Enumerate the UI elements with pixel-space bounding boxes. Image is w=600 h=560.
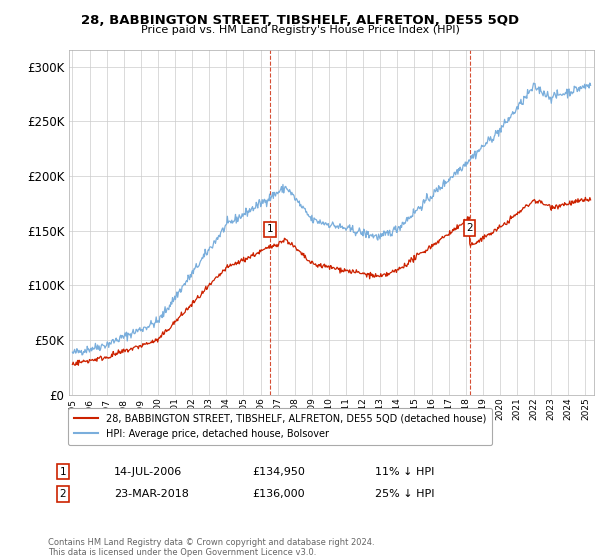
Text: 1: 1: [59, 466, 67, 477]
Text: 28, BABBINGTON STREET, TIBSHELF, ALFRETON, DE55 5QD: 28, BABBINGTON STREET, TIBSHELF, ALFRETO…: [81, 14, 519, 27]
Text: 23-MAR-2018: 23-MAR-2018: [114, 489, 189, 499]
Text: 14-JUL-2006: 14-JUL-2006: [114, 466, 182, 477]
Text: £134,950: £134,950: [252, 466, 305, 477]
Text: 1: 1: [266, 224, 273, 234]
Text: Price paid vs. HM Land Registry's House Price Index (HPI): Price paid vs. HM Land Registry's House …: [140, 25, 460, 35]
Text: £136,000: £136,000: [252, 489, 305, 499]
Text: 2: 2: [466, 223, 473, 233]
Text: 25% ↓ HPI: 25% ↓ HPI: [375, 489, 434, 499]
Text: 11% ↓ HPI: 11% ↓ HPI: [375, 466, 434, 477]
Legend: 28, BABBINGTON STREET, TIBSHELF, ALFRETON, DE55 5QD (detached house), HPI: Avera: 28, BABBINGTON STREET, TIBSHELF, ALFRETO…: [68, 408, 492, 445]
Text: Contains HM Land Registry data © Crown copyright and database right 2024.
This d: Contains HM Land Registry data © Crown c…: [48, 538, 374, 557]
Text: 2: 2: [59, 489, 67, 499]
